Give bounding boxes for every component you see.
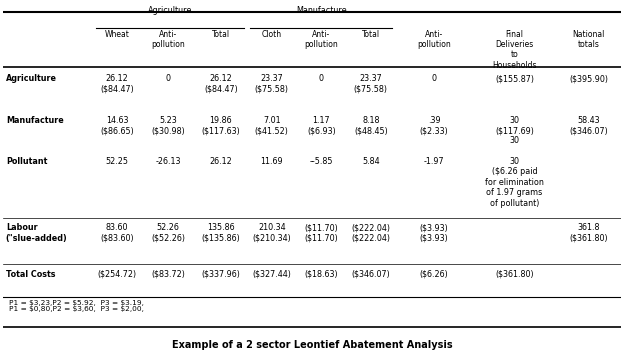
Text: 11.69: 11.69 xyxy=(260,157,283,166)
Text: 19.86
($117.63): 19.86 ($117.63) xyxy=(202,116,240,135)
Text: -1.97: -1.97 xyxy=(424,157,444,166)
Text: ($83.72): ($83.72) xyxy=(151,270,185,279)
Text: ($395.90): ($395.90) xyxy=(569,75,608,83)
Text: ($18.63): ($18.63) xyxy=(305,270,338,279)
Text: ($155.87): ($155.87) xyxy=(495,75,534,83)
Text: ($254.72): ($254.72) xyxy=(97,270,137,279)
Text: 8.18
($48.45): 8.18 ($48.45) xyxy=(354,116,388,135)
Text: P1 = $3,23,P2 = $5.92,  P3 = $3.19,: P1 = $3,23,P2 = $5.92, P3 = $3.19, xyxy=(9,300,144,305)
Text: ($3.93)
($3.93): ($3.93) ($3.93) xyxy=(420,223,449,243)
Text: ($222.04)
($222.04): ($222.04) ($222.04) xyxy=(351,223,390,243)
Text: Anti-
pollution: Anti- pollution xyxy=(152,29,185,49)
Text: Total Costs: Total Costs xyxy=(6,270,56,279)
Text: 23.37
($75.58): 23.37 ($75.58) xyxy=(354,75,388,94)
Text: 7.01
($41.52): 7.01 ($41.52) xyxy=(255,116,289,135)
Text: Total: Total xyxy=(362,29,380,39)
Text: 26.12: 26.12 xyxy=(210,157,232,166)
Text: 23.37
($75.58): 23.37 ($75.58) xyxy=(255,75,289,94)
Text: ($337.96): ($337.96) xyxy=(202,270,240,279)
Text: 210.34
($210.34): 210.34 ($210.34) xyxy=(253,223,291,243)
Text: Example of a 2 sector Leontief Abatement Analysis: Example of a 2 sector Leontief Abatement… xyxy=(172,340,452,350)
Text: .39
($2.33): .39 ($2.33) xyxy=(420,116,449,135)
Text: ($346.07): ($346.07) xyxy=(351,270,390,279)
Text: Pollutant: Pollutant xyxy=(6,157,47,166)
Text: 0: 0 xyxy=(319,75,324,83)
Text: National
totals: National totals xyxy=(573,29,605,49)
Text: 135.86
($135.86): 135.86 ($135.86) xyxy=(202,223,240,243)
Text: 52.25: 52.25 xyxy=(105,157,129,166)
Text: -26.13: -26.13 xyxy=(155,157,181,166)
Text: 26.12
($84.47): 26.12 ($84.47) xyxy=(100,75,134,94)
Text: P1 = $0,80,P2 = $3,60,  P3 = $2,00,: P1 = $0,80,P2 = $3,60, P3 = $2,00, xyxy=(9,306,144,312)
Text: 1.17
($6.93): 1.17 ($6.93) xyxy=(307,116,336,135)
Text: Final
Deliveries
to
Households: Final Deliveries to Households xyxy=(492,29,537,70)
Text: 0: 0 xyxy=(432,75,437,83)
Text: 26.12
($84.47): 26.12 ($84.47) xyxy=(204,75,238,94)
Text: ($327.44): ($327.44) xyxy=(252,270,291,279)
Text: Anti-
pollution: Anti- pollution xyxy=(417,29,451,49)
Text: Labour
("slue-added): Labour ("slue-added) xyxy=(6,223,67,243)
Text: 5.84: 5.84 xyxy=(362,157,379,166)
Text: Manufacture: Manufacture xyxy=(6,116,64,125)
Text: ($11.70)
($11.70): ($11.70) ($11.70) xyxy=(305,223,338,243)
Text: Agriculture: Agriculture xyxy=(6,75,57,83)
Text: 52.26
($52.26): 52.26 ($52.26) xyxy=(151,223,185,243)
Text: 5.23
($30.98): 5.23 ($30.98) xyxy=(152,116,185,135)
Text: 14.63
($86.65): 14.63 ($86.65) xyxy=(100,116,134,135)
Text: Wheat: Wheat xyxy=(105,29,130,39)
Text: --5.85: --5.85 xyxy=(310,157,333,166)
Text: 83.60
($83.60): 83.60 ($83.60) xyxy=(100,223,134,243)
Text: Anti-
pollution: Anti- pollution xyxy=(305,29,338,49)
Text: 30
($117.69)
30: 30 ($117.69) 30 xyxy=(495,116,534,146)
Text: Agriculture: Agriculture xyxy=(147,6,192,15)
Text: 30
($6.26 paid
for elimination
of 1.97 grams
of pollutant): 30 ($6.26 paid for elimination of 1.97 g… xyxy=(485,157,544,207)
Text: 361.8
($361.80): 361.8 ($361.80) xyxy=(570,223,608,243)
Text: 0: 0 xyxy=(166,75,171,83)
Text: Cloth: Cloth xyxy=(261,29,282,39)
Text: ($6.26): ($6.26) xyxy=(420,270,449,279)
Text: Total: Total xyxy=(212,29,230,39)
Text: ($361.80): ($361.80) xyxy=(495,270,534,279)
Text: 58.43
($346.07): 58.43 ($346.07) xyxy=(569,116,608,135)
Text: Manufacture: Manufacture xyxy=(296,6,346,15)
